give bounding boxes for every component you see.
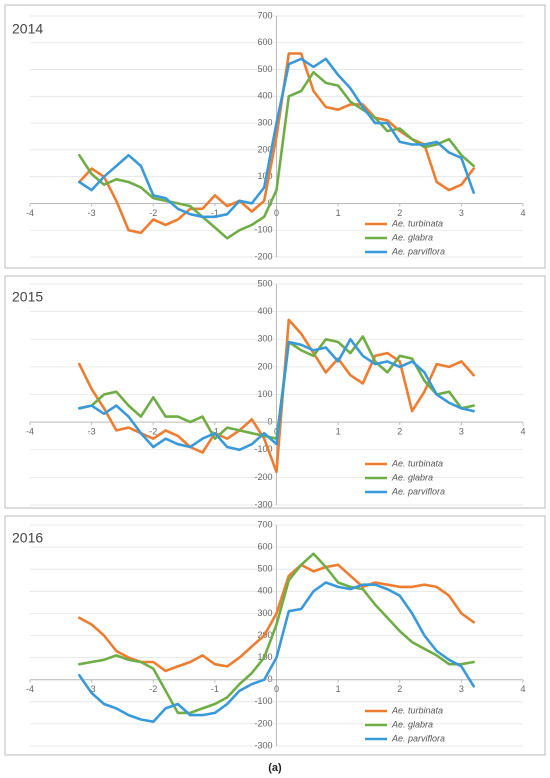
y-tick-label: 0 <box>267 417 272 427</box>
x-tick-label: 2 <box>397 208 402 218</box>
x-tick-label: -2 <box>149 684 157 694</box>
x-tick-label: 1 <box>336 684 341 694</box>
x-tick-label: 1 <box>336 208 341 218</box>
x-tick-label: 3 <box>459 684 464 694</box>
x-tick-label: -1 <box>211 208 219 218</box>
x-tick-label: -4 <box>26 684 34 694</box>
x-tick-label: 0 <box>274 208 279 218</box>
legend-label: Ae. glabra <box>391 719 433 729</box>
y-tick-label: 200 <box>257 144 272 154</box>
x-tick-label: 3 <box>459 208 464 218</box>
x-tick-label: 4 <box>520 684 525 694</box>
y-tick-label: -100 <box>254 444 272 454</box>
y-tick-label: 400 <box>257 91 272 101</box>
series-line <box>78 563 476 673</box>
x-tick-label: -4 <box>26 427 34 437</box>
x-tick-label: 2 <box>397 427 402 437</box>
panel-title: 2016 <box>12 530 43 546</box>
x-tick-label: -3 <box>88 684 96 694</box>
panel-frame <box>4 515 546 756</box>
y-tick-label: -100 <box>254 225 272 235</box>
x-tick-label: 4 <box>520 427 525 437</box>
x-tick-label: -2 <box>149 427 157 437</box>
panel-frame <box>4 4 546 269</box>
series-line <box>78 552 476 715</box>
y-tick-label: 600 <box>257 541 272 551</box>
y-tick-label: 100 <box>257 171 272 181</box>
y-tick-label: -100 <box>254 696 272 706</box>
y-tick-label: -200 <box>254 472 272 482</box>
y-tick-label: -200 <box>254 251 272 261</box>
legend-label: Ae. glabra <box>391 232 433 242</box>
panel-frame <box>4 275 546 509</box>
x-tick-label: 4 <box>520 208 525 218</box>
y-tick-label: -300 <box>254 740 272 750</box>
y-tick-label: 500 <box>257 278 272 288</box>
y-tick-label: 300 <box>257 117 272 127</box>
legend-label: Ae. turbinata <box>391 705 443 715</box>
series-line <box>78 70 476 240</box>
legend-label: Ae. parviflora <box>391 486 445 496</box>
series-line <box>78 57 476 219</box>
y-tick-label: 700 <box>257 519 272 529</box>
legend-label: Ae. parviflora <box>391 246 445 256</box>
y-tick-label: 700 <box>257 10 272 20</box>
x-tick-label: 1 <box>336 427 341 437</box>
series-line <box>78 318 476 474</box>
x-tick-label: -1 <box>211 427 219 437</box>
series-line <box>78 337 476 452</box>
y-tick-label: 300 <box>257 608 272 618</box>
x-tick-label: -3 <box>88 208 96 218</box>
legend-label: Ae. turbinata <box>391 458 443 468</box>
legend-label: Ae. parviflora <box>391 733 445 743</box>
y-tick-label: 400 <box>257 586 272 596</box>
x-tick-label: 2 <box>397 684 402 694</box>
caption: (a) <box>268 762 282 774</box>
legend-label: Ae. glabra <box>391 472 433 482</box>
y-tick-label: 600 <box>257 37 272 47</box>
legend-label: Ae. turbinata <box>391 218 443 228</box>
panel-title: 2014 <box>12 21 43 37</box>
x-tick-label: 0 <box>274 684 279 694</box>
y-tick-label: 300 <box>257 334 272 344</box>
y-tick-label: 500 <box>257 64 272 74</box>
y-tick-label: 200 <box>257 361 272 371</box>
y-tick-label: 400 <box>257 306 272 316</box>
y-tick-label: -200 <box>254 718 272 728</box>
y-tick-label: 500 <box>257 564 272 574</box>
x-tick-label: -3 <box>88 427 96 437</box>
x-tick-label: -4 <box>26 208 34 218</box>
x-tick-label: -2 <box>149 208 157 218</box>
y-tick-label: 100 <box>257 389 272 399</box>
panel-title: 2015 <box>12 289 43 305</box>
x-tick-label: 3 <box>459 427 464 437</box>
y-tick-label: 0 <box>267 674 272 684</box>
series-line <box>78 581 476 724</box>
x-tick-label: -1 <box>211 684 219 694</box>
y-tick-label: -300 <box>254 499 272 509</box>
